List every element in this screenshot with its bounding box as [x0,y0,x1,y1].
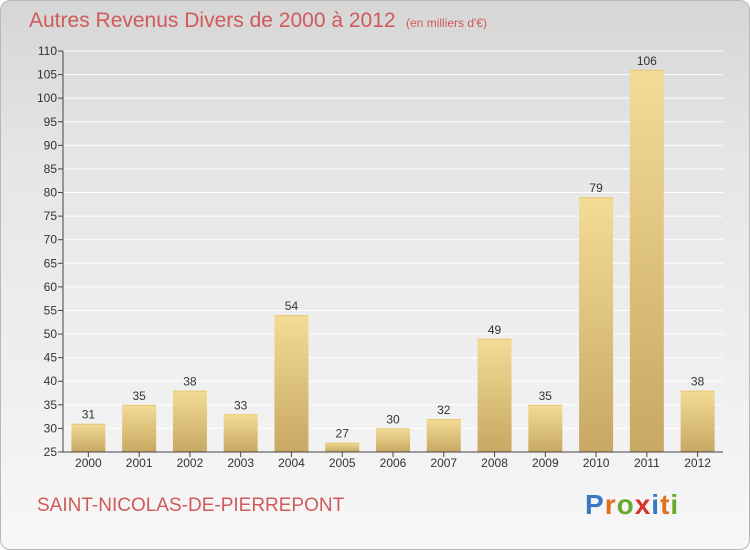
y-tick-label: 55 [44,303,58,317]
logo-letter: r [604,489,617,520]
x-tick-label: 2000 [75,456,102,470]
bars [71,69,715,452]
x-tick-label: 2005 [329,456,356,470]
chart-title-main: Autres Revenus Divers de 2000 à 2012 [29,9,396,32]
bar-value-label: 35 [539,389,553,403]
x-tick-label: 2001 [126,456,153,470]
y-tick-label: 100 [37,91,57,105]
x-tick-label: 2012 [684,456,711,470]
logo-letter: i [670,489,680,520]
logo-letter: P [585,489,605,520]
logo-letter: o [616,489,635,520]
logo-letter: i [651,489,661,520]
y-tick-label: 50 [44,327,58,341]
y-tick-label: 70 [44,233,58,247]
x-tick-label: 2003 [227,456,254,470]
y-tick-label: 45 [44,351,58,365]
bar-value-label: 30 [386,412,400,426]
x-tick-label: 2004 [278,456,305,470]
bar-2006 [376,428,410,452]
bar-2010 [579,197,614,452]
proxiti-logo: Proxiti [585,489,679,521]
bar-value-label: 27 [336,427,350,441]
chart-unit-note: (en milliers d'€) [406,16,487,30]
bar-2002 [172,390,207,452]
logo-letter: t [660,489,671,520]
x-tick-label: 2007 [430,456,457,470]
y-tick-label: 30 [44,421,58,435]
x-tick-label: 2009 [532,456,559,470]
bar-value-label: 35 [132,389,146,403]
x-tick-label: 2008 [481,456,508,470]
bar-value-label: 38 [183,375,197,389]
x-tick-label: 2002 [177,456,204,470]
bar-value-label: 38 [691,375,705,389]
bar-2003 [223,414,258,452]
bar-2012 [680,390,715,452]
y-tick-label: 90 [44,138,58,152]
bar-value-label: 33 [234,398,248,412]
chart-title: Autres Revenus Divers de 2000 à 2012 (en… [29,9,487,33]
bar-value-label: 79 [589,181,603,195]
bar-value-label: 106 [637,54,657,68]
y-tick-label: 60 [44,280,58,294]
x-tick-label: 2010 [583,456,610,470]
y-tick-label: 25 [44,445,58,459]
bar-value-label: 32 [437,403,451,417]
y-tick-label: 65 [44,256,58,270]
y-tick-label: 85 [44,162,58,176]
bar-2004 [274,315,309,452]
y-tick-label: 110 [38,44,57,58]
bar-2007 [426,418,461,452]
y-tick-label: 35 [44,398,58,412]
logo-letter: x [634,489,652,520]
y-tick-label: 75 [44,209,58,223]
labels: 25 30 35 40 45 50 55 60 65 70 75 80 85 90 95 100 105 110 3… [37,44,711,470]
x-tick-label: 2011 [634,456,660,470]
y-tick-label: 95 [44,115,58,129]
y-tick-label: 80 [44,186,58,200]
bar-value-label: 31 [82,408,96,422]
bar-2008 [477,338,512,452]
axes [58,50,723,457]
bar-value-label: 49 [488,323,502,337]
commune-name: SAINT-NICOLAS-DE-PIERREPONT [37,495,345,516]
bar-2000 [71,423,106,452]
bar-value-label: 54 [285,299,299,313]
bar-2005 [325,442,360,452]
x-tick-label: 2006 [380,456,407,470]
bar-2011 [629,69,664,452]
y-tick-label: 105 [37,68,57,82]
y-tick-label: 40 [44,374,58,388]
bar-2009 [528,404,563,452]
gridlines [63,50,723,453]
bar-2001 [122,404,157,452]
